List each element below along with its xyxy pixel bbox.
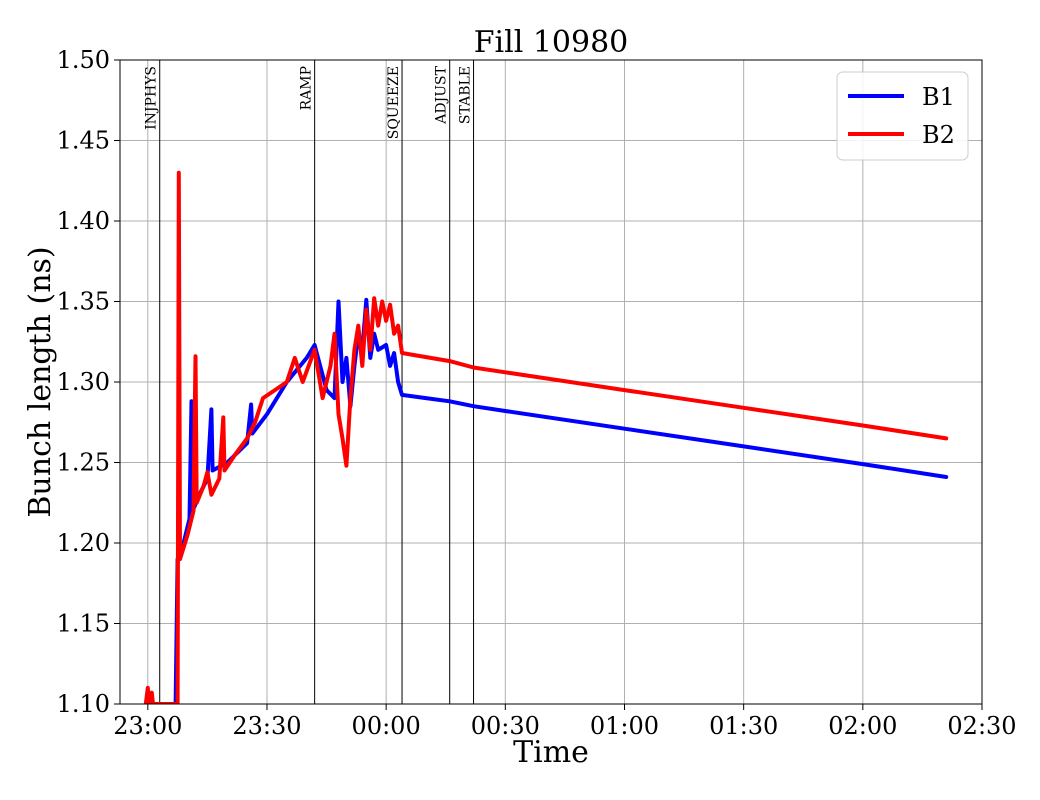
phase-markers: INJPHYS RAMP SQUEEZE ADJUST STABLE	[144, 60, 475, 704]
phase-label-injphys: INJPHYS	[144, 66, 160, 130]
x-tick-label: 01:00	[590, 712, 659, 740]
y-tick-label: 1.20	[57, 529, 110, 557]
x-axis-ticks: 23:00 23:30 00:00 00:30 01:00 01:30 02:00 02:30	[113, 704, 1017, 740]
x-tick-label: 00:30	[471, 712, 540, 740]
series-line-b1	[173, 297, 949, 704]
y-tick-label: 1.40	[57, 207, 110, 235]
y-axis-ticks: 1.10 1.15 1.20 1.25 1.30 1.35 1.40 1.45 1.50	[57, 46, 120, 718]
phase-label-adjust: ADJUST	[434, 65, 450, 124]
legend-label-b2: B2	[922, 121, 955, 149]
chart-title: Fill 10980	[474, 25, 629, 60]
y-axis-label: Bunch length (ns)	[23, 246, 58, 517]
x-tick-label: 02:00	[828, 712, 897, 740]
series-lines	[143, 170, 949, 704]
x-tick-label: 00:00	[352, 712, 421, 740]
x-tick-label: 23:30	[232, 712, 301, 740]
phase-label-stable: STABLE	[458, 66, 474, 124]
y-tick-label: 1.45	[57, 127, 110, 155]
x-tick-label: 01:30	[709, 712, 778, 740]
y-tick-label: 1.25	[57, 449, 110, 477]
y-tick-label: 1.30	[57, 368, 110, 396]
y-tick-label: 1.15	[57, 610, 110, 638]
x-tick-label: 23:00	[113, 712, 182, 740]
y-tick-label: 1.10	[57, 690, 110, 718]
y-tick-label: 1.35	[57, 288, 110, 316]
x-axis-label: Time	[513, 735, 589, 770]
legend-label-b1: B1	[922, 83, 955, 111]
x-tick-label: 02:30	[947, 712, 1016, 740]
y-tick-label: 1.50	[57, 46, 110, 74]
series-line-b2	[143, 170, 949, 704]
phase-label-ramp: RAMP	[299, 66, 315, 110]
phase-label-squeeze: SQUEEZE	[386, 66, 402, 139]
